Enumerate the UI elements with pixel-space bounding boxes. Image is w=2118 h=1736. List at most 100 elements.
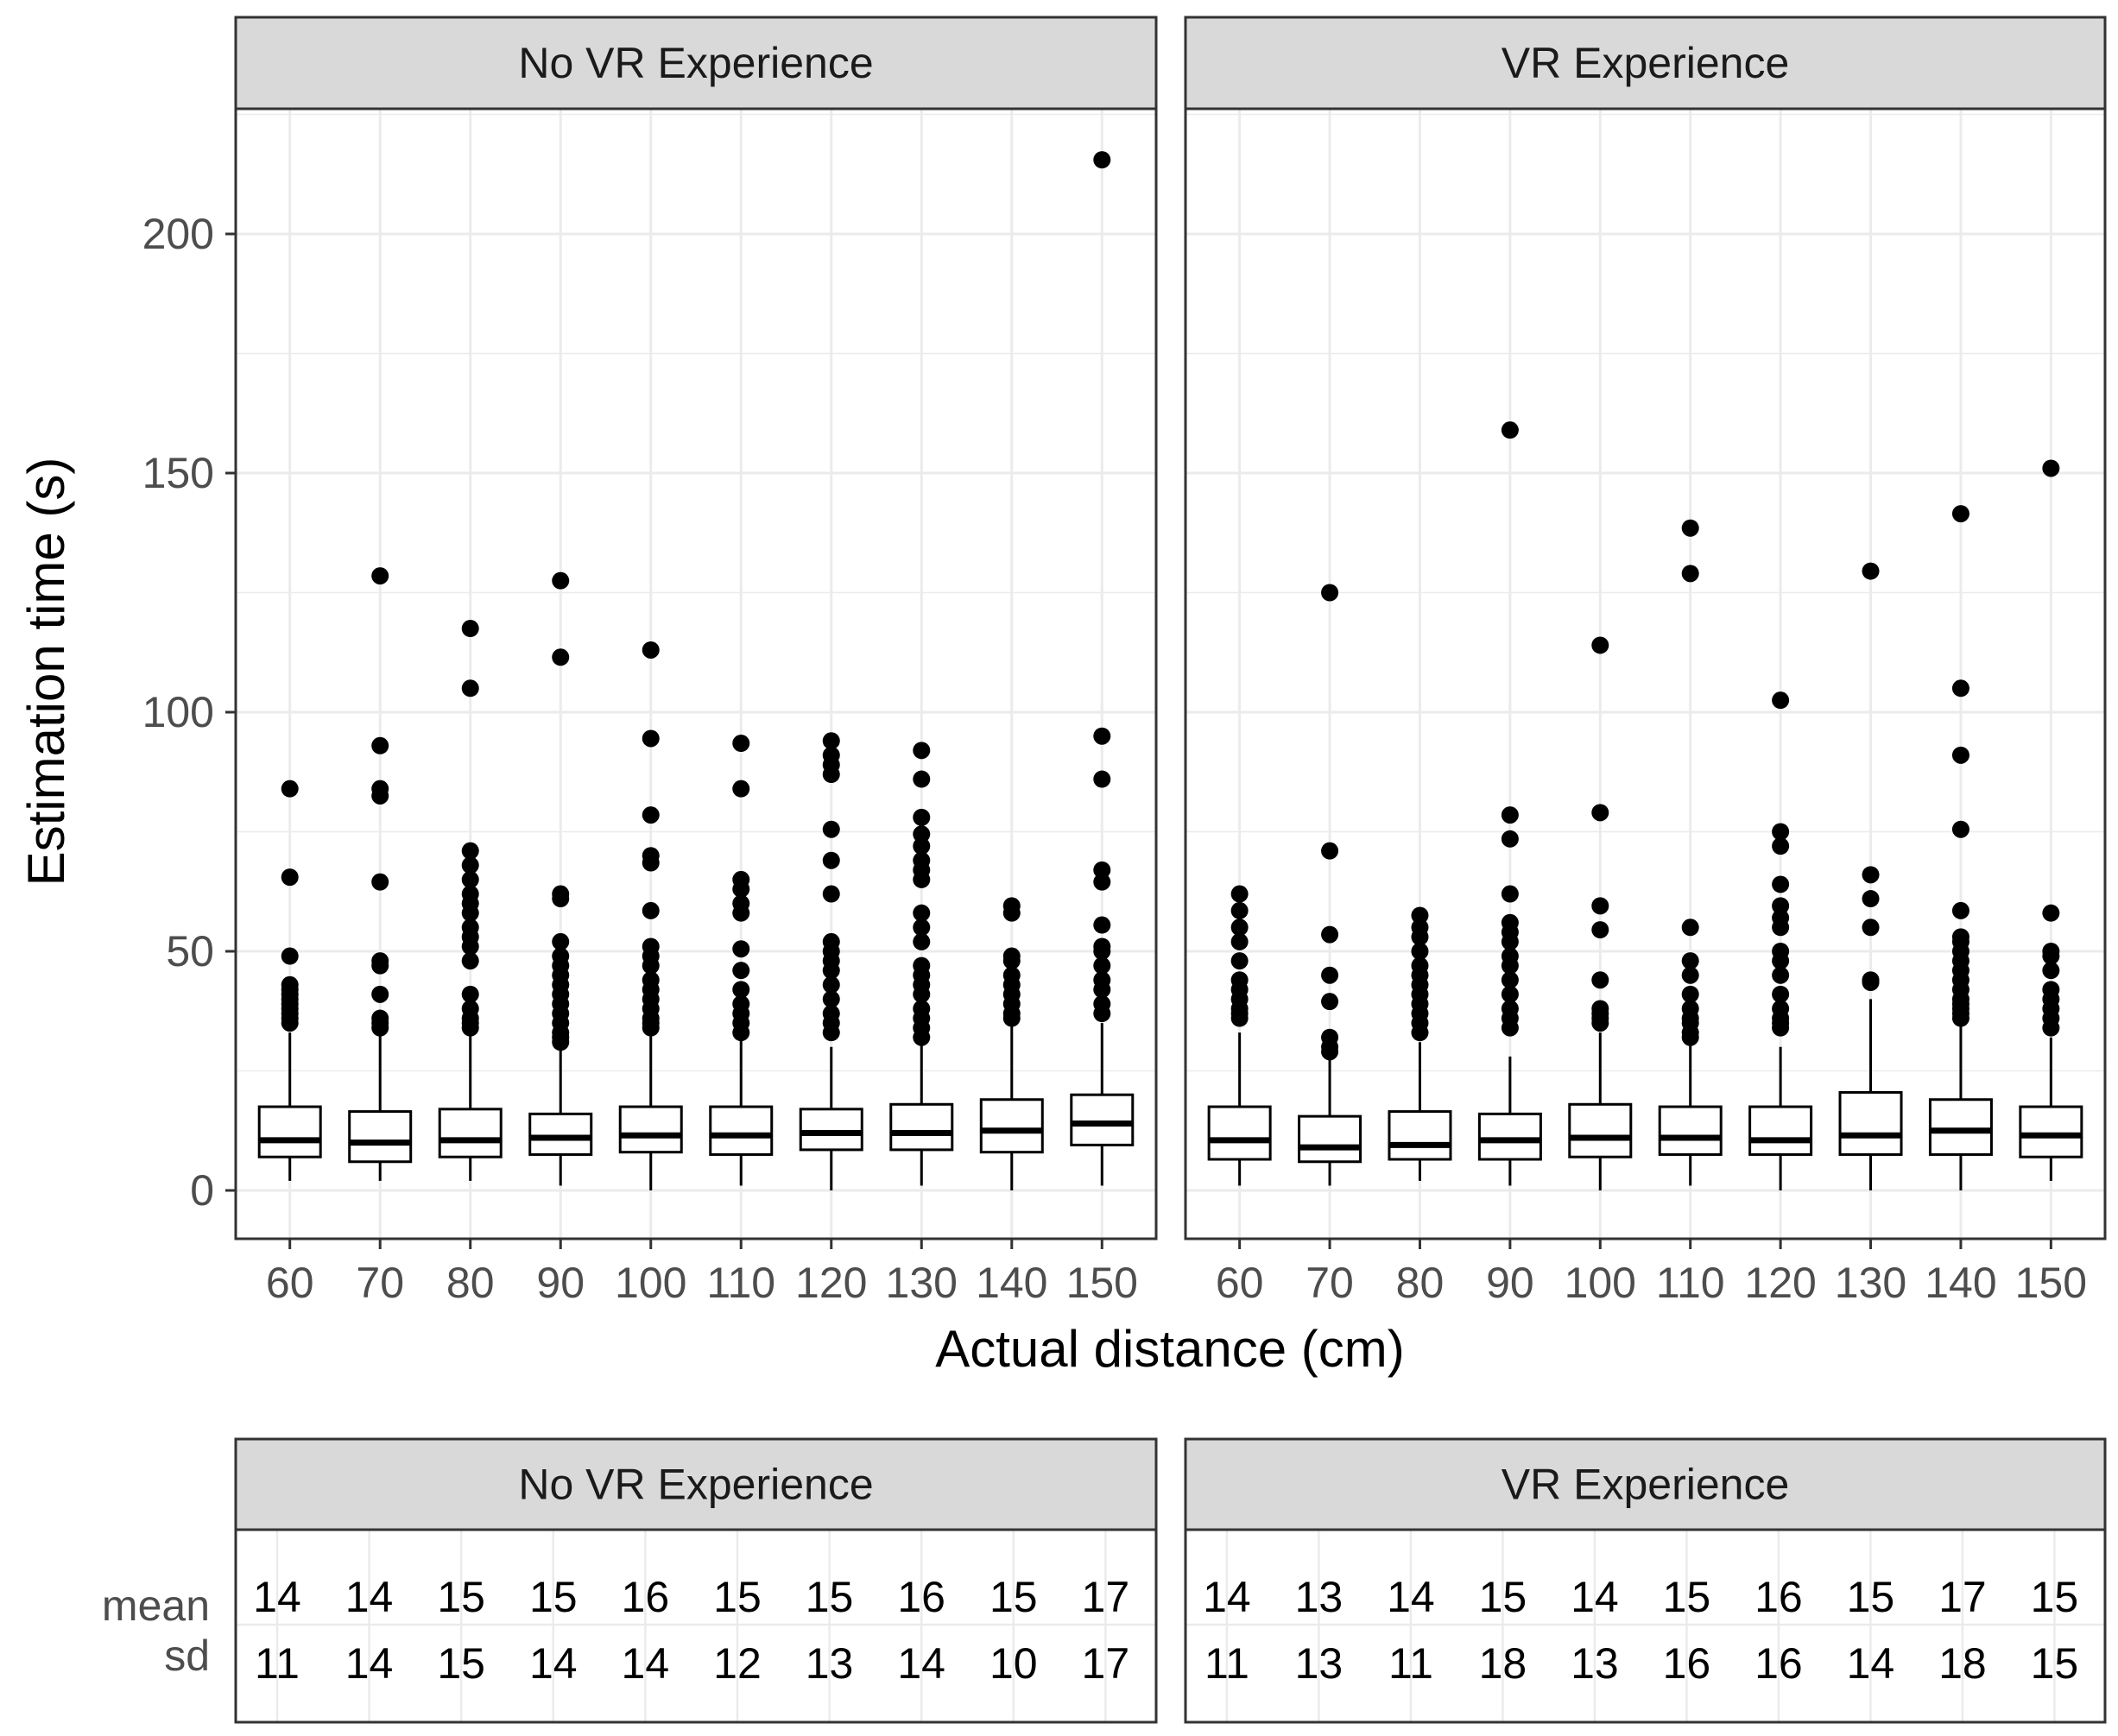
stat-value-sd: 17 bbox=[1082, 1639, 1130, 1688]
box bbox=[1388, 1110, 1452, 1161]
outlier-point bbox=[822, 885, 840, 903]
stat-value-mean: 15 bbox=[989, 1573, 1038, 1621]
box bbox=[1298, 1114, 1362, 1164]
outlier-point bbox=[461, 856, 479, 874]
stat-value-mean: 16 bbox=[622, 1573, 670, 1621]
outlier-point bbox=[1093, 873, 1111, 891]
outlier-point bbox=[732, 994, 750, 1013]
stat-value-sd: 12 bbox=[713, 1639, 762, 1688]
outlier-point bbox=[642, 641, 660, 659]
outlier-point bbox=[913, 919, 931, 937]
x-tick-label: 70 bbox=[356, 1259, 404, 1307]
stat-value-mean: 15 bbox=[529, 1573, 578, 1621]
outlier-point bbox=[1002, 947, 1021, 965]
outlier-point bbox=[281, 868, 299, 887]
outlier-point bbox=[1772, 909, 1790, 927]
outlier-point bbox=[1772, 1000, 1790, 1018]
stat-value-mean: 15 bbox=[437, 1573, 485, 1621]
box bbox=[1838, 1090, 1903, 1156]
outlier-point bbox=[1591, 897, 1609, 915]
outlier-point bbox=[1591, 971, 1609, 989]
outlier-point bbox=[732, 735, 750, 753]
outlier-point bbox=[1002, 897, 1021, 915]
x-tick-label: 140 bbox=[1925, 1259, 1996, 1307]
stat-value-mean: 14 bbox=[1571, 1573, 1619, 1621]
outlier-point bbox=[732, 780, 750, 798]
outlier-point bbox=[1093, 937, 1111, 956]
x-tick-label: 120 bbox=[1744, 1259, 1816, 1307]
box bbox=[1477, 1112, 1542, 1161]
x-tick-label: 60 bbox=[1216, 1259, 1264, 1307]
outlier-point bbox=[1591, 804, 1609, 822]
outlier-point bbox=[1951, 505, 1969, 523]
outlier-point bbox=[552, 947, 570, 965]
x-tick-label: 90 bbox=[536, 1259, 585, 1307]
outlier-point bbox=[1093, 151, 1111, 169]
x-tick-label: 80 bbox=[1396, 1259, 1445, 1307]
stat-value-sd: 15 bbox=[2031, 1639, 2079, 1688]
outlier-point bbox=[1681, 919, 1699, 937]
outlier-point bbox=[1501, 913, 1519, 931]
outlier-point bbox=[913, 808, 931, 826]
x-tick-label: 100 bbox=[615, 1259, 686, 1307]
outlier-point bbox=[1321, 1028, 1339, 1046]
stat-value-sd: 11 bbox=[1388, 1639, 1433, 1688]
outlier-point bbox=[1681, 985, 1699, 1003]
stat-value-sd: 13 bbox=[1571, 1639, 1619, 1688]
stat-value-mean: 14 bbox=[1387, 1573, 1435, 1621]
outlier-point bbox=[1772, 897, 1790, 915]
outlier-point bbox=[1501, 985, 1519, 1003]
outlier-point bbox=[1093, 770, 1111, 788]
outlier-point bbox=[1411, 919, 1429, 937]
y-tick-label: 0 bbox=[190, 1166, 214, 1215]
outlier-point bbox=[913, 1000, 931, 1018]
stats-facet-strip-label: No VR Experience bbox=[518, 1461, 873, 1509]
stat-value-mean: 16 bbox=[897, 1573, 945, 1621]
outlier-point bbox=[822, 1005, 840, 1023]
x-tick-label: 60 bbox=[266, 1259, 314, 1307]
outlier-point bbox=[1411, 956, 1429, 975]
outlier-point bbox=[281, 780, 299, 798]
outlier-point bbox=[1951, 746, 1969, 764]
outlier-point bbox=[461, 952, 479, 970]
x-tick-label: 150 bbox=[2015, 1259, 2087, 1307]
stat-value-mean: 13 bbox=[1295, 1573, 1344, 1621]
box bbox=[528, 1112, 593, 1156]
y-tick-label: 150 bbox=[142, 449, 214, 497]
stats-panel-border bbox=[234, 1528, 1158, 1724]
outlier-point bbox=[281, 947, 299, 965]
outlier-point bbox=[1862, 919, 1880, 937]
stat-value-sd: 14 bbox=[622, 1639, 670, 1688]
outlier-point bbox=[371, 952, 389, 970]
stat-value-sd: 15 bbox=[437, 1639, 485, 1688]
stats-panel-background bbox=[1185, 1530, 2105, 1722]
outlier-point bbox=[1002, 966, 1021, 984]
outlier-point bbox=[913, 770, 931, 788]
x-tick-label: 150 bbox=[1066, 1259, 1138, 1307]
outlier-point bbox=[642, 806, 660, 824]
stat-value-mean: 15 bbox=[1479, 1573, 1527, 1621]
box bbox=[1658, 1105, 1723, 1156]
box bbox=[257, 1105, 322, 1158]
outlier-point bbox=[822, 820, 840, 838]
outlier-point bbox=[732, 962, 750, 980]
facet-strip bbox=[1184, 16, 2107, 110]
outlier-point bbox=[371, 1009, 389, 1027]
frame-layer bbox=[225, 16, 2107, 1724]
outlier-point bbox=[822, 990, 840, 1008]
outlier-point bbox=[461, 679, 479, 698]
y-tick-label: 100 bbox=[142, 688, 214, 736]
outlier-point bbox=[732, 940, 750, 958]
box bbox=[1207, 1105, 1272, 1161]
y-tick-label: 200 bbox=[142, 210, 214, 258]
outlier-point bbox=[1681, 1000, 1699, 1018]
outlier-point bbox=[1862, 866, 1880, 884]
box bbox=[348, 1110, 413, 1164]
outlier-point bbox=[1501, 1000, 1519, 1018]
outlier-point bbox=[2042, 981, 2060, 999]
stat-value-mean: 15 bbox=[713, 1573, 762, 1621]
stat-value-mean: 15 bbox=[806, 1573, 854, 1621]
outlier-point bbox=[1681, 519, 1699, 537]
outlier-point bbox=[1230, 932, 1249, 950]
outlier-point bbox=[371, 780, 389, 798]
